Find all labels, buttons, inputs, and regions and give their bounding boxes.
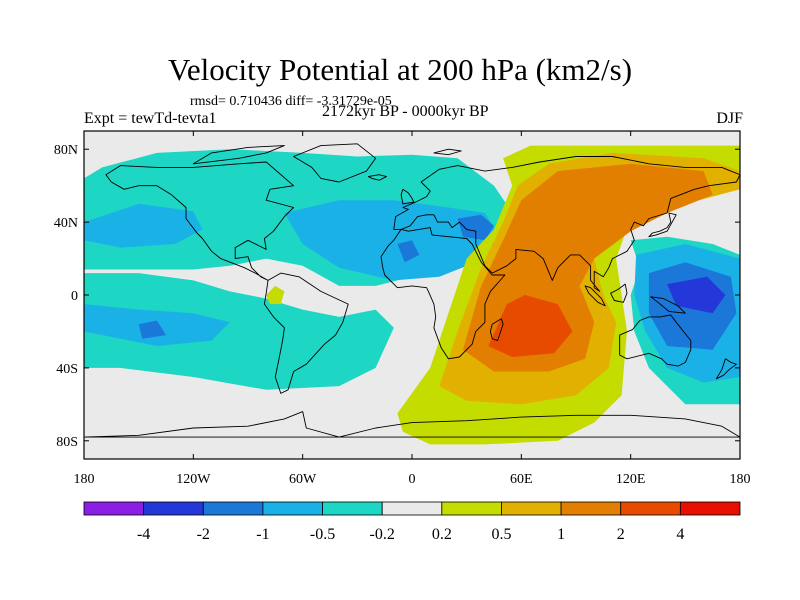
colorbar-swatch [501,501,562,516]
colorbar-swatch [620,501,681,516]
colorbar: -4 -2 -1 -0.5 -0.2 0.2 0.5 1 2 4 [83,501,741,543]
x-tick-label: 180 [730,472,751,487]
coastline-africa [380,227,506,360]
period-label: 2172kyr BP - 0000kyr BP [322,103,489,120]
contour-neg-weak-pacific [84,273,394,390]
contour-neg-mod-northpacific [84,203,203,248]
coastline-north-america [105,161,295,281]
coastline-borneo [610,283,628,303]
coastline-greenland [293,143,377,183]
coastline-canadian-islands [192,145,285,165]
colorbar-swatch [143,501,204,516]
contour-fills [84,145,740,445]
colorbar-label: 2 [617,526,625,543]
colorbar-swatch [322,501,383,516]
x-tick-label: 0 [409,472,416,487]
season-label: DJF [716,110,743,127]
y-tick-label: 80N [54,143,78,158]
colorbar-label: -0.2 [370,526,395,543]
coastline-new-guinea [650,296,686,314]
colorbar-swatch [679,501,741,516]
coastline-sumatra [584,285,606,307]
x-tick-label: 120W [176,472,211,487]
map-area [84,131,740,459]
contour-neg-mod-atlantic [284,200,500,281]
contour-neg-max-westpacific [667,276,726,314]
experiment-label: Expt = tewTd-tevta1 [84,110,217,127]
y-tick-label: 0 [71,289,78,304]
x-tick-label: 60E [510,472,533,487]
colorbar-swatch [560,501,622,516]
x-tick-label: 180 [74,472,95,487]
colorbar-swatch [381,501,443,516]
colorbar-swatch [83,501,145,516]
colorbar-label: 0.5 [491,526,511,543]
colorbar-swatch [202,501,264,516]
colorbar-swatch [262,501,323,516]
coastline-eurasia [393,156,740,292]
colorbar-label: 4 [676,526,684,543]
contour-pos-weak-southamerica [266,285,285,305]
colorbar-label: -1 [256,526,269,543]
colorbar-label: 1 [557,526,565,543]
colorbar-label: 0.2 [432,526,452,543]
coastline-antarctica [84,411,740,438]
contour-pos-max-indian [488,295,573,357]
y-tick-label: 40S [56,362,78,377]
coastlines [84,143,740,438]
contour-neg-strong-southpacific [138,320,166,339]
colorbar-swatch [441,501,502,516]
x-tick-label: 60W [289,472,317,487]
colorbar-label: -0.5 [310,526,335,543]
axis-ticks: 180 120W 60W 0 60E 120E 180 80N 40N 0 40S 80S [54,131,751,487]
coastline-australia [619,314,692,367]
x-tick-label: 120E [616,472,646,487]
coastline-japan [648,212,677,238]
coastline-iceland [367,174,387,181]
coastline-south-america [263,272,349,394]
colorbar-label: -4 [137,526,150,543]
stats-label: rmsd= 0.710436 diff= -3.31729e-05 [190,94,392,109]
chart-title: Velocity Potential at 200 hPa (km2/s) [167,52,633,87]
coastline-uk [400,188,415,205]
coastline-madagascar [489,318,504,342]
contour-neg-strong-africa [397,240,420,263]
y-tick-label: 80S [56,435,78,450]
y-tick-label: 40N [54,216,78,231]
coastline-new-zealand [715,358,737,380]
contour-neg-strong-mediterranean [457,214,494,241]
colorbar-label: -2 [197,526,210,543]
coastline-svalbard [433,148,462,156]
